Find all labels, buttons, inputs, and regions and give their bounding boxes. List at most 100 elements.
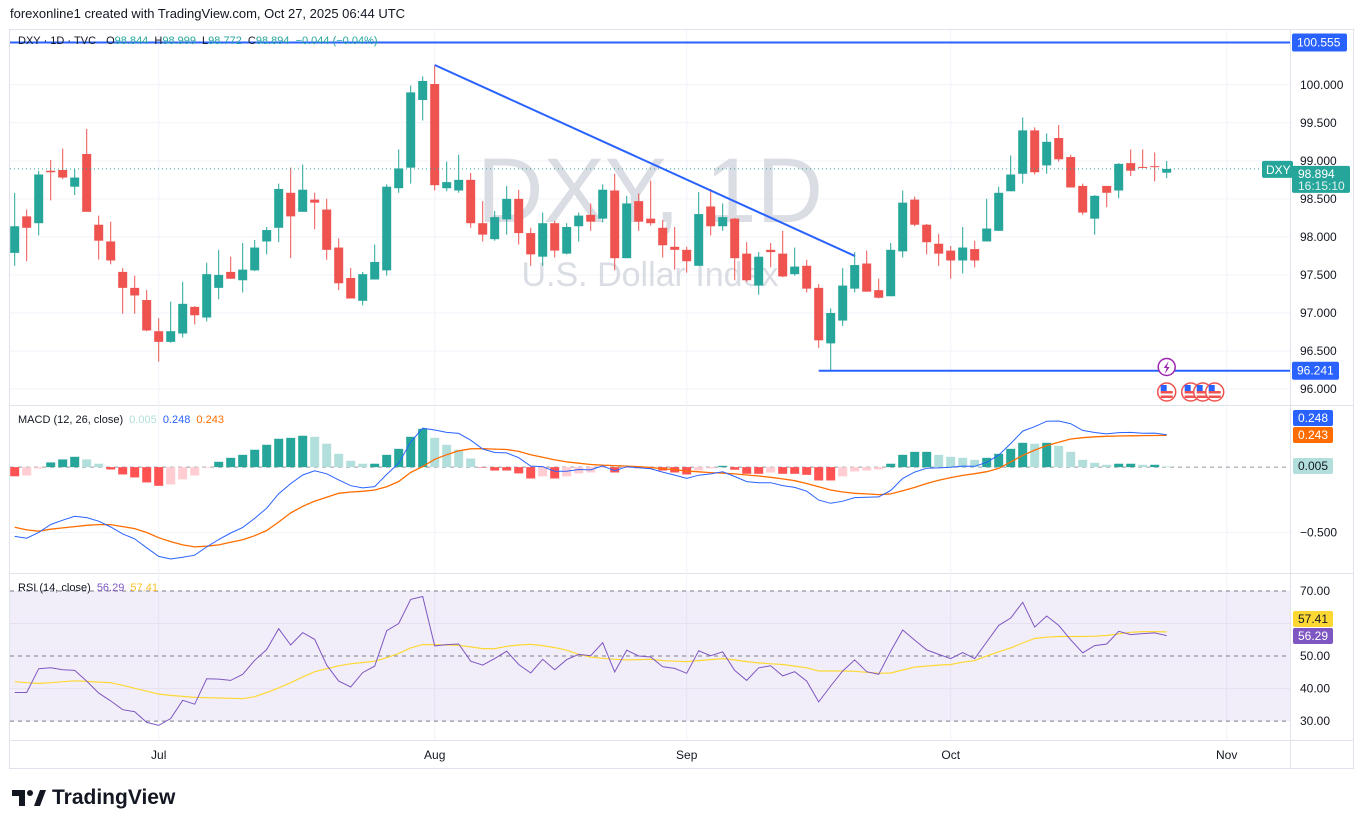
candle[interactable]	[718, 203, 728, 231]
candle[interactable]	[322, 198, 332, 260]
candle[interactable]	[502, 185, 512, 235]
candle[interactable]	[1162, 160, 1172, 179]
candle[interactable]	[562, 223, 572, 255]
candle[interactable]	[694, 192, 704, 266]
rsi-legend[interactable]: RSI (14, close) 56.29 57.41	[18, 582, 161, 594]
candle[interactable]	[874, 278, 884, 299]
candle[interactable]	[670, 227, 680, 270]
candle[interactable]	[394, 149, 404, 193]
legend-symbol[interactable]: DXY	[18, 35, 41, 47]
candle[interactable]	[238, 242, 248, 293]
candle[interactable]	[586, 203, 596, 231]
candle[interactable]	[550, 220, 560, 258]
candle[interactable]	[958, 227, 968, 274]
candle[interactable]	[286, 167, 296, 259]
candle[interactable]	[334, 238, 344, 291]
candle[interactable]	[970, 240, 980, 268]
candle[interactable]	[178, 281, 188, 338]
candle[interactable]	[1066, 154, 1076, 188]
candle[interactable]	[406, 85, 416, 184]
candle[interactable]	[934, 233, 944, 266]
candle[interactable]	[1126, 149, 1136, 177]
candle[interactable]	[634, 193, 644, 231]
candle[interactable]	[430, 64, 440, 191]
candle[interactable]	[838, 268, 848, 326]
candle[interactable]	[1150, 152, 1160, 182]
candle[interactable]	[910, 196, 920, 227]
candle[interactable]	[766, 242, 776, 268]
candle[interactable]	[418, 76, 428, 121]
candle[interactable]	[922, 223, 932, 255]
candle[interactable]	[358, 271, 368, 306]
candle[interactable]	[226, 256, 236, 279]
candle[interactable]	[1030, 127, 1040, 175]
candle[interactable]	[826, 308, 836, 371]
candle[interactable]	[790, 247, 800, 276]
candle[interactable]	[166, 301, 176, 343]
candle[interactable]	[1102, 185, 1112, 208]
candle[interactable]	[46, 160, 56, 201]
candle[interactable]	[1090, 195, 1100, 235]
candle[interactable]	[898, 190, 908, 258]
candle[interactable]	[886, 242, 896, 297]
candle[interactable]	[802, 259, 812, 293]
candle[interactable]	[526, 227, 536, 266]
candle[interactable]	[598, 184, 608, 223]
candle[interactable]	[250, 239, 260, 272]
candle[interactable]	[730, 217, 740, 281]
candle[interactable]	[442, 161, 452, 192]
candle[interactable]	[382, 184, 392, 276]
us-flag-event-icon[interactable]	[1156, 382, 1177, 402]
candle[interactable]	[490, 211, 500, 241]
candle[interactable]	[310, 192, 320, 230]
candle[interactable]	[514, 189, 524, 245]
candle[interactable]	[646, 180, 656, 226]
candle[interactable]	[622, 195, 632, 259]
lightning-event-icon[interactable]	[1157, 357, 1176, 377]
candle[interactable]	[34, 170, 44, 236]
candle[interactable]	[22, 209, 32, 262]
candle[interactable]	[274, 183, 284, 243]
tradingview-logo[interactable]: TradingView	[12, 786, 175, 810]
candle[interactable]	[58, 148, 68, 180]
candle[interactable]	[466, 173, 476, 228]
candle[interactable]	[1006, 155, 1016, 192]
trend-line[interactable]	[434, 64, 856, 257]
candle[interactable]	[106, 221, 116, 265]
us-flag-event-icon[interactable]	[1204, 382, 1225, 402]
candle[interactable]	[706, 188, 716, 236]
candle[interactable]	[118, 268, 128, 314]
candle[interactable]	[658, 220, 668, 258]
candle[interactable]	[370, 244, 380, 280]
candle[interactable]	[214, 249, 224, 300]
candle[interactable]	[814, 284, 824, 348]
candle[interactable]	[1078, 183, 1088, 215]
candle[interactable]	[682, 246, 692, 273]
candle[interactable]	[262, 227, 272, 255]
candle[interactable]	[850, 252, 860, 293]
candle[interactable]	[10, 192, 20, 266]
candle[interactable]	[1054, 125, 1064, 162]
candle[interactable]	[70, 169, 80, 196]
candle[interactable]	[94, 215, 104, 260]
candle[interactable]	[454, 154, 464, 193]
candle[interactable]	[742, 242, 752, 282]
candle[interactable]	[946, 246, 956, 279]
candle[interactable]	[202, 262, 212, 322]
candle[interactable]	[1042, 133, 1052, 174]
candle[interactable]	[190, 306, 200, 325]
candle[interactable]	[610, 173, 620, 271]
candle[interactable]	[982, 198, 992, 242]
candle[interactable]	[778, 230, 788, 278]
candle[interactable]	[994, 186, 1004, 231]
candle[interactable]	[142, 290, 152, 332]
candle[interactable]	[298, 164, 308, 212]
candle[interactable]	[346, 268, 356, 299]
candle[interactable]	[1138, 149, 1148, 168]
candle[interactable]	[1114, 163, 1124, 199]
candle[interactable]	[862, 250, 872, 292]
candle[interactable]	[130, 275, 140, 314]
candle[interactable]	[82, 128, 92, 212]
candle[interactable]	[154, 318, 164, 362]
